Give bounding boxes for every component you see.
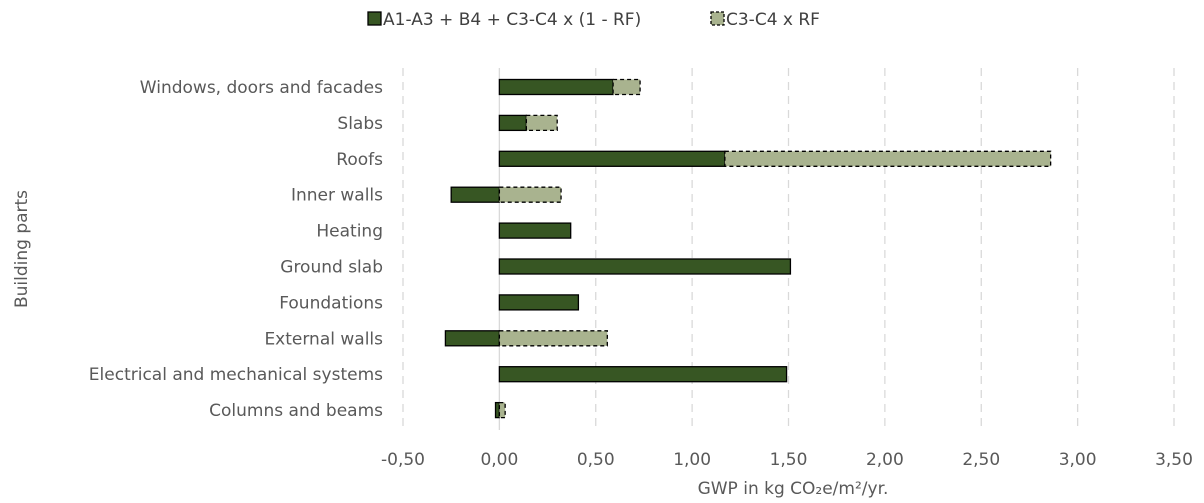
category-label: Windows, doors and facades [140, 78, 383, 98]
x-axis-title: GWP in kg CO₂e/m²/yr. [698, 479, 889, 499]
bars [444, 78, 1052, 419]
bar-series-1 [498, 114, 528, 132]
bar-series-1 [498, 222, 572, 239]
x-tick-labels: -0,50 0,00 0,50 1,00 1,50 2,00 2,50 3,00 3,50 [381, 450, 1193, 470]
x-tick-label: 1,00 [673, 450, 711, 470]
category-label: Electrical and mechanical systems [89, 365, 383, 385]
x-tick-label: 2,50 [962, 450, 1000, 470]
bar-series-1 [498, 258, 792, 275]
legend: A1-A3 + B4 + C3-C4 x (1 - RF) C3-C4 x RF [367, 10, 820, 30]
category-label: Heating [316, 222, 383, 242]
bar-series-2 [498, 401, 506, 419]
x-tick-label: 0,50 [577, 450, 615, 470]
bar-series-2 [498, 330, 608, 347]
legend-swatch [367, 11, 382, 26]
x-tick-label: 3,50 [1155, 450, 1193, 470]
legend-label: C3-C4 x RF [726, 10, 820, 30]
x-tick-label: -0,50 [381, 450, 425, 470]
bar-series-2 [612, 78, 641, 96]
y-axis-title: Building parts [12, 190, 32, 308]
bar-series-1 [498, 294, 580, 311]
category-labels: Windows, doors and facades Slabs Roofs Inne… [89, 78, 383, 421]
x-tick-label: 2,00 [866, 450, 904, 470]
category-label: Ground slab [280, 258, 383, 278]
bar-series-1 [498, 366, 788, 383]
legend-swatch [710, 11, 725, 26]
category-label: Columns and beams [209, 401, 383, 421]
legend-label: A1-A3 + B4 + C3-C4 x (1 - RF) [383, 10, 641, 30]
bar-series-2 [498, 186, 562, 203]
bar-series-1 [444, 330, 501, 347]
category-label: Foundations [279, 293, 383, 313]
bar-series-1 [498, 78, 614, 96]
category-label: Roofs [336, 150, 383, 170]
category-label: External walls [264, 329, 383, 349]
category-label: Inner walls [291, 186, 383, 206]
bar-series-2 [525, 114, 558, 132]
category-label: Slabs [337, 114, 383, 134]
x-tick-label: 0,00 [480, 450, 518, 470]
x-tick-label: 3,00 [1059, 450, 1097, 470]
bar-series-2 [724, 150, 1052, 167]
bar-series-1 [450, 186, 501, 203]
x-tick-label: 1,50 [770, 450, 808, 470]
bar-series-1 [498, 150, 726, 167]
